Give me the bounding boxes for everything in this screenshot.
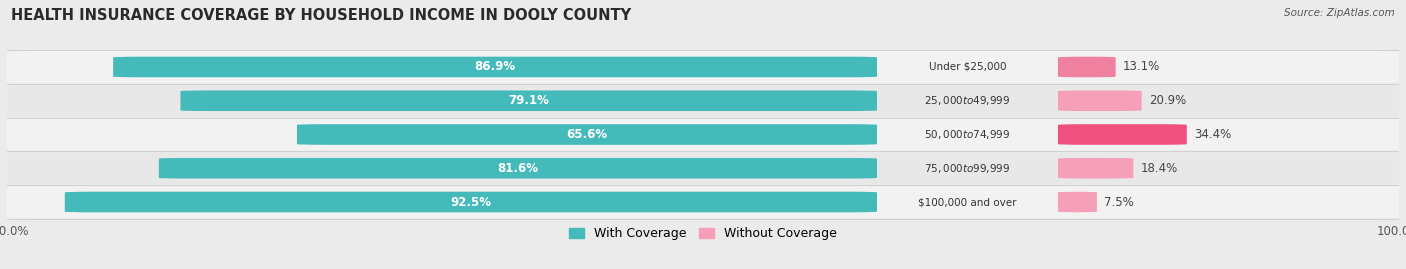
Text: Source: ZipAtlas.com: Source: ZipAtlas.com [1284,8,1395,18]
FancyBboxPatch shape [159,158,877,179]
Text: 65.6%: 65.6% [567,128,607,141]
FancyBboxPatch shape [1057,158,1133,179]
FancyBboxPatch shape [65,192,877,212]
Text: 7.5%: 7.5% [1104,196,1133,208]
Text: 20.9%: 20.9% [1149,94,1185,107]
Text: Under $25,000: Under $25,000 [929,62,1007,72]
Text: 13.1%: 13.1% [1122,61,1160,73]
Text: 92.5%: 92.5% [450,196,491,208]
Text: 79.1%: 79.1% [509,94,550,107]
FancyBboxPatch shape [180,90,877,111]
FancyBboxPatch shape [297,124,877,145]
Legend: With Coverage, Without Coverage: With Coverage, Without Coverage [564,222,842,245]
Text: $75,000 to $99,999: $75,000 to $99,999 [924,162,1011,175]
Text: $100,000 and over: $100,000 and over [918,197,1017,207]
FancyBboxPatch shape [1057,57,1115,77]
Text: HEALTH INSURANCE COVERAGE BY HOUSEHOLD INCOME IN DOOLY COUNTY: HEALTH INSURANCE COVERAGE BY HOUSEHOLD I… [11,8,631,23]
FancyBboxPatch shape [112,57,877,77]
Text: 81.6%: 81.6% [498,162,538,175]
Text: $25,000 to $49,999: $25,000 to $49,999 [924,94,1011,107]
Text: 18.4%: 18.4% [1140,162,1178,175]
Text: 86.9%: 86.9% [474,61,516,73]
FancyBboxPatch shape [0,186,1406,218]
FancyBboxPatch shape [1057,90,1142,111]
FancyBboxPatch shape [1057,124,1187,145]
FancyBboxPatch shape [0,51,1406,83]
FancyBboxPatch shape [0,153,1406,184]
FancyBboxPatch shape [0,119,1406,150]
Text: 34.4%: 34.4% [1194,128,1232,141]
FancyBboxPatch shape [0,85,1406,116]
FancyBboxPatch shape [1057,192,1097,212]
Text: $50,000 to $74,999: $50,000 to $74,999 [924,128,1011,141]
